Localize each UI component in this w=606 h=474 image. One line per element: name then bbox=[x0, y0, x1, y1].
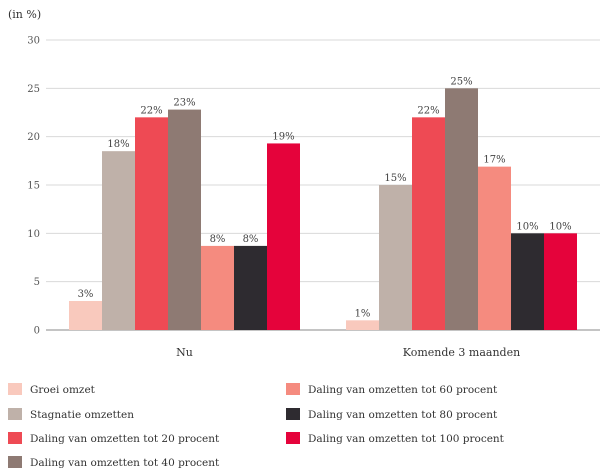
bar bbox=[379, 185, 412, 330]
bar bbox=[69, 301, 102, 330]
data-label: 23% bbox=[173, 98, 195, 109]
legend-label: Daling van omzetten tot 20 procent bbox=[30, 433, 220, 445]
category-labels: Nu Komende 3 maanden bbox=[176, 346, 520, 359]
data-label: 19% bbox=[272, 131, 294, 142]
bar bbox=[267, 143, 300, 330]
data-labels: 3% 18% 22% 23% 8% 8% 19% 1% 15% 22% 25% 17% 10% 10% bbox=[78, 76, 572, 319]
data-label: 22% bbox=[417, 105, 439, 116]
legend-label: Daling van omzetten tot 100 procent bbox=[308, 433, 505, 445]
legend-swatch bbox=[8, 408, 22, 420]
data-label: 18% bbox=[107, 139, 129, 150]
legend: Groei omzet Stagnatie omzetten Daling van … bbox=[8, 383, 505, 469]
y-axis-ticks: 0 5 10 15 20 25 30 bbox=[27, 36, 40, 337]
y-tick-label: 5 bbox=[34, 277, 40, 288]
bar bbox=[234, 245, 267, 330]
bar bbox=[346, 320, 379, 330]
legend-swatch bbox=[286, 408, 300, 420]
bar bbox=[201, 245, 234, 330]
y-unit-label: (in %) bbox=[8, 8, 41, 21]
y-tick-label: 10 bbox=[27, 229, 40, 240]
legend-label: Stagnatie omzetten bbox=[30, 409, 134, 421]
y-tick-label: 15 bbox=[27, 181, 40, 192]
y-tick-label: 25 bbox=[27, 84, 40, 95]
legend-swatch bbox=[286, 432, 300, 444]
data-label: 22% bbox=[140, 105, 162, 116]
data-label: 1% bbox=[355, 308, 371, 319]
bar bbox=[135, 117, 168, 330]
data-label: 10% bbox=[516, 221, 538, 232]
data-label: 8% bbox=[210, 234, 226, 245]
legend-swatch bbox=[286, 383, 300, 395]
y-tick-label: 20 bbox=[27, 132, 40, 143]
legend-label: Daling van omzetten tot 60 procent bbox=[308, 384, 498, 396]
data-label: 25% bbox=[450, 76, 472, 87]
bar bbox=[445, 88, 478, 330]
legend-label: Groei omzet bbox=[30, 384, 96, 396]
bar bbox=[544, 233, 577, 330]
y-tick-label: 0 bbox=[34, 326, 40, 337]
bar bbox=[478, 166, 511, 330]
category-label: Nu bbox=[176, 346, 193, 359]
bar bbox=[102, 151, 135, 330]
bar bbox=[412, 117, 445, 330]
legend-swatch bbox=[8, 383, 22, 395]
data-label: 10% bbox=[549, 221, 571, 232]
data-label: 3% bbox=[78, 289, 94, 300]
y-tick-label: 30 bbox=[27, 36, 40, 47]
bar bbox=[168, 109, 201, 330]
data-label: 17% bbox=[483, 155, 505, 166]
category-label: Komende 3 maanden bbox=[403, 346, 520, 359]
legend-label: Daling van omzetten tot 80 procent bbox=[308, 409, 498, 421]
legend-swatch bbox=[8, 432, 22, 444]
bars bbox=[69, 88, 577, 330]
legend-swatch bbox=[8, 456, 22, 468]
data-label: 8% bbox=[243, 234, 259, 245]
bar bbox=[511, 233, 544, 330]
legend-label: Daling van omzetten tot 40 procent bbox=[30, 457, 220, 469]
data-label: 15% bbox=[384, 173, 406, 184]
